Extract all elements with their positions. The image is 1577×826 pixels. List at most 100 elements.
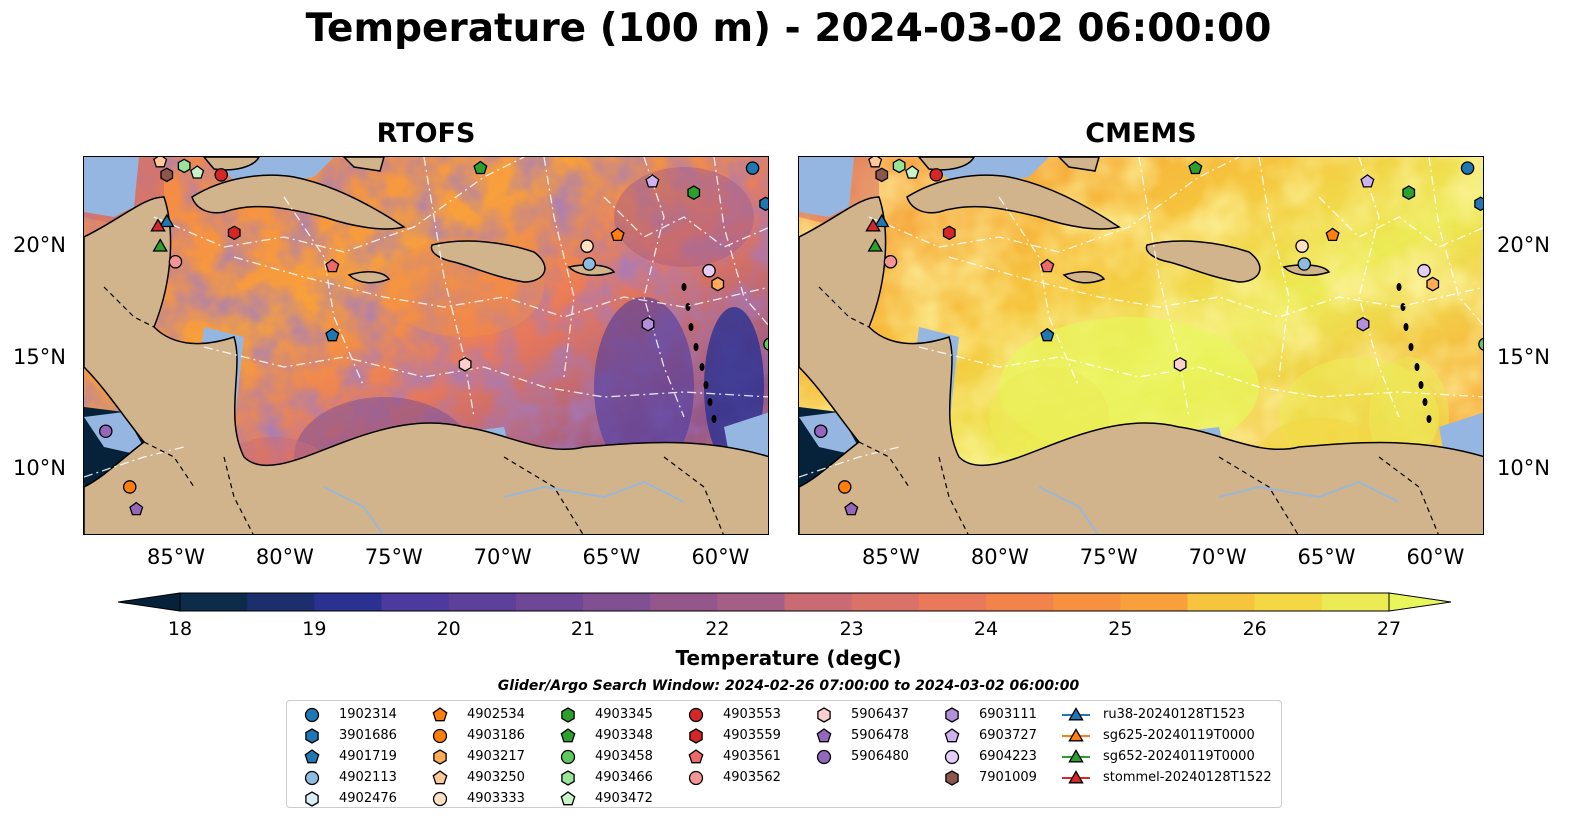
- map-marker-4903553: [929, 168, 943, 182]
- map-panel-cmems: [798, 156, 1484, 535]
- legend-label: 5906437: [851, 707, 909, 722]
- map-marker-5906480: [99, 424, 113, 438]
- legend-marker-icon: [816, 728, 832, 743]
- map-marker-4902113: [1297, 257, 1312, 271]
- legend-label: 3901686: [339, 728, 397, 743]
- colorbar-tick-label: 19: [302, 618, 327, 640]
- colorbar-bin: [247, 593, 315, 611]
- lat-tick-label: 20°N: [1497, 233, 1550, 258]
- map-marker-stommel-20240128T1522: [865, 218, 881, 232]
- map-marker-5906437: [1173, 356, 1187, 372]
- legend-label: 4903186: [467, 728, 525, 743]
- legend-marker-icon: [1062, 770, 1090, 784]
- lon-tick-label: 85°W: [147, 545, 205, 569]
- lat-tick-label: 10°N: [13, 456, 66, 481]
- colorbar-tick-label: 25: [1108, 618, 1133, 640]
- legend-marker-icon: [560, 728, 576, 743]
- map-marker-4903348: [473, 160, 488, 175]
- legend-label: 4902113: [339, 770, 397, 785]
- map-marker-4903217: [1426, 276, 1440, 292]
- legend-label: sg625-20240119T0000: [1103, 728, 1255, 743]
- legend-marker-icon: [1062, 707, 1090, 721]
- map-marker-6903727: [645, 174, 660, 188]
- map-panel-rtofs: [83, 156, 769, 535]
- colorbar-bin: [381, 593, 450, 611]
- legend-label: 4903333: [467, 791, 525, 806]
- map-marker-6903111: [641, 316, 655, 332]
- map-marker-4903186: [837, 480, 852, 494]
- legend-marker-icon: [432, 707, 448, 722]
- legend-marker-icon: [561, 707, 575, 723]
- map-marker-4903458: [763, 337, 768, 351]
- legend-label: 1902314: [339, 707, 397, 722]
- colorbar-bin: [1120, 593, 1188, 611]
- lon-tick-label: 60°W: [691, 545, 750, 569]
- legend-label: 4903217: [467, 749, 525, 764]
- map-marker-5906437: [458, 356, 472, 372]
- map-marker-7901009: [160, 167, 174, 183]
- lon-tick-label: 80°W: [255, 545, 314, 569]
- colorbar-bin: [583, 593, 651, 611]
- legend-label: stommel-20240128T1522: [1103, 770, 1272, 785]
- lon-tick-label: 60°W: [1406, 545, 1465, 569]
- map-marker-4903458: [1478, 337, 1483, 351]
- colorbar-tick-label: 22: [705, 618, 730, 640]
- map-marker-4903333: [1295, 239, 1309, 253]
- map-marker-4903562: [168, 255, 183, 269]
- map-marker-4903466: [892, 158, 906, 174]
- panel-title-rtofs: RTOFS: [376, 118, 476, 149]
- map-marker-4901719: [325, 327, 340, 342]
- legend-label: 6903727: [979, 728, 1037, 743]
- map-marker-4901719: [1040, 327, 1055, 342]
- map-marker-5906478: [129, 501, 144, 516]
- colorbar-bin: [784, 593, 853, 611]
- legend-marker-icon: [817, 707, 831, 723]
- map-marker-4903250: [868, 157, 883, 168]
- map-marker-3901686: [759, 196, 768, 212]
- lat-tick-label: 20°N: [13, 233, 66, 258]
- map-marker-4903217: [711, 276, 725, 292]
- colorbar-bin: [650, 593, 718, 611]
- legend-label: 5906478: [851, 728, 909, 743]
- legend-label: ru38-20240128T1523: [1103, 707, 1246, 722]
- legend-label: 4902476: [339, 791, 397, 806]
- map-marker-4903345: [1402, 185, 1416, 201]
- map-marker-4903561: [325, 258, 340, 273]
- legend-marker-icon: [560, 791, 576, 806]
- legend-marker-icon: [432, 791, 448, 807]
- colorbar-tick-label: 24: [973, 618, 999, 640]
- legend-marker-icon: [945, 707, 959, 723]
- map-marker-7901009: [875, 167, 889, 183]
- map-marker-4902113: [582, 257, 597, 271]
- colorbar-bin: [1187, 593, 1256, 611]
- colorbar: [118, 592, 1451, 612]
- map-marker-6903727: [1360, 174, 1375, 188]
- legend-label: sg652-20240119T0000: [1103, 749, 1255, 764]
- map-marker-ru38-20240128T1523: [158, 213, 175, 228]
- legend-label: 7901009: [979, 770, 1037, 785]
- legend-marker-icon: [688, 707, 704, 723]
- map-marker-sg652-20240119T0000: [152, 238, 168, 252]
- legend-marker-icon: [305, 791, 319, 807]
- map-marker-3901686: [1474, 196, 1483, 212]
- legend: 1902314 3901686 4901719 4902113 4902476 49025…: [286, 700, 1282, 808]
- legend-label: 4903562: [723, 770, 781, 785]
- map-marker-4903345: [687, 185, 701, 201]
- map-marker-5906478: [844, 501, 859, 516]
- colorbar-bin: [314, 593, 382, 611]
- map-marker-4903562: [883, 255, 898, 269]
- legend-label: 4903348: [595, 728, 653, 743]
- map-marker-4903472: [905, 165, 920, 179]
- map-marker-4903559: [227, 225, 241, 241]
- legend-label: 4903466: [595, 770, 653, 785]
- lon-tick-label: 70°W: [1188, 545, 1247, 569]
- lon-tick-label: 85°W: [862, 545, 920, 569]
- lon-tick-label: 80°W: [970, 545, 1029, 569]
- legend-marker-icon: [304, 707, 320, 723]
- map-marker-6904223: [1417, 263, 1431, 278]
- colorbar-bin: [180, 593, 248, 611]
- legend-label: 4903559: [723, 728, 781, 743]
- legend-label: 4903553: [723, 707, 781, 722]
- legend-marker-icon: [944, 728, 960, 743]
- legend-marker-icon: [304, 770, 320, 786]
